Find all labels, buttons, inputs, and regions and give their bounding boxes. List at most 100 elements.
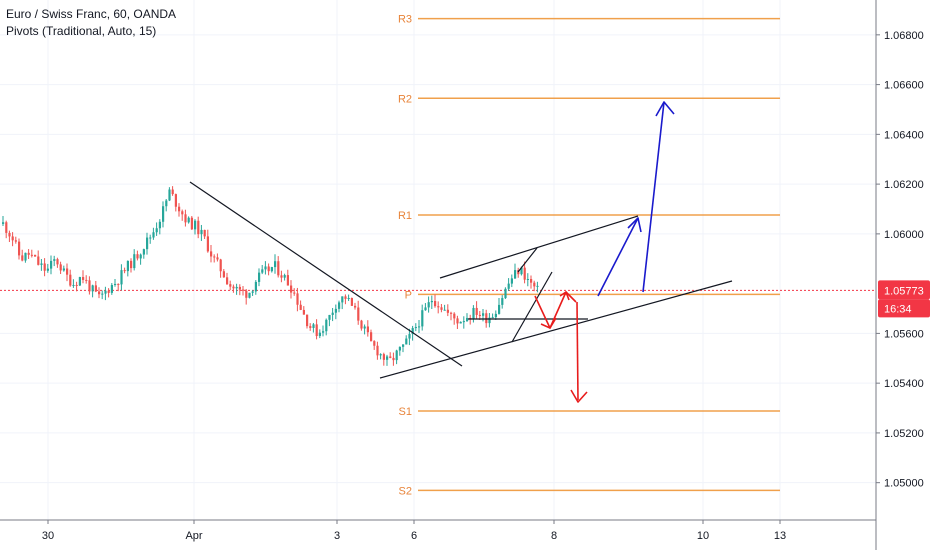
candle-body: [446, 309, 449, 313]
candle-body: [302, 309, 305, 315]
candle-body: [296, 293, 299, 305]
time-tick-label: 8: [551, 530, 557, 542]
candle-body: [251, 291, 254, 293]
candle-body: [37, 256, 40, 265]
pivot-lines: R3 R2 R1 P S1 S2: [398, 14, 780, 497]
candle-body: [165, 200, 168, 207]
pivot-label-r1: R1: [398, 210, 412, 222]
candle-body: [424, 307, 427, 311]
candle-body: [286, 275, 289, 286]
candle-body: [414, 327, 417, 329]
candle-body: [30, 254, 33, 256]
candle-body: [453, 313, 456, 319]
candle-body: [130, 260, 133, 269]
candle-body: [334, 308, 337, 313]
candle-body: [82, 277, 85, 280]
candle-body: [347, 298, 350, 300]
price-tick-label: 1.05200: [884, 428, 924, 440]
price-tick-label: 1.05600: [884, 328, 924, 340]
bearish-zigzag-head: [559, 291, 570, 301]
candle-body: [418, 326, 421, 328]
candle-body: [162, 206, 165, 222]
candle-body: [366, 326, 369, 333]
candle-body: [504, 288, 507, 299]
candle-body: [331, 312, 334, 315]
candle-body: [146, 237, 149, 250]
candle-body: [507, 283, 510, 289]
bullish-arrow-r2-head: [655, 101, 675, 117]
candle-body: [78, 277, 81, 286]
candle-body: [24, 252, 27, 261]
candle-body: [312, 324, 315, 328]
candle-body: [178, 206, 181, 212]
time-tick-label: 6: [411, 530, 417, 542]
candle-body: [389, 356, 392, 358]
candle-body: [110, 284, 113, 293]
candle-body: [72, 284, 75, 286]
time-tick-label: Apr: [185, 530, 202, 542]
bullish-arrow-r2: [642, 101, 665, 293]
candle-body: [350, 298, 353, 306]
candle-body: [328, 314, 331, 320]
candle-body: [309, 326, 312, 328]
candle-body: [181, 211, 184, 215]
candle-body: [139, 254, 142, 259]
candle-body: [472, 307, 475, 319]
candle-body: [430, 300, 433, 303]
symbol-title: Euro / Swiss Franc, 60, OANDA: [6, 7, 177, 21]
candle-body: [523, 267, 526, 280]
candle-body: [101, 293, 104, 295]
candle-body: [338, 302, 341, 309]
candle-body: [5, 222, 8, 233]
candle-body: [235, 286, 238, 289]
candle-body: [69, 274, 72, 286]
candle-body: [264, 266, 267, 270]
last-price-tag: [878, 280, 930, 300]
candle-body: [98, 291, 101, 295]
candle-body: [405, 338, 408, 345]
candle-body: [194, 220, 197, 230]
candle-body: [2, 222, 5, 224]
candle-body: [514, 270, 517, 279]
candle-body: [222, 271, 225, 278]
candle-body: [21, 255, 24, 261]
candle-body: [290, 285, 293, 293]
price-tick-label: 1.06600: [884, 80, 924, 92]
candle-body: [459, 321, 462, 324]
candle-body: [40, 263, 43, 265]
bearish-arrow-s1-head: [570, 389, 588, 403]
bearish-zigzag-head: [540, 317, 557, 329]
candle-body: [325, 319, 328, 332]
candle-body: [184, 214, 187, 223]
candle-body: [421, 310, 424, 327]
drawing-annotations: [189, 101, 733, 403]
candle-body: [229, 284, 232, 287]
candle-body: [18, 241, 21, 256]
candle-body: [437, 306, 440, 308]
candle-body: [50, 260, 53, 269]
candle-body: [133, 254, 136, 269]
bar-countdown: 16:34: [884, 303, 912, 315]
candle-body: [376, 345, 379, 356]
time-tick-label: 10: [697, 530, 709, 542]
candle-body: [11, 236, 14, 241]
candle-body: [411, 328, 414, 335]
price-tick-label: 1.05400: [884, 378, 924, 390]
candle-body: [498, 304, 501, 314]
candle-body: [210, 251, 213, 257]
candle-body: [136, 254, 139, 259]
candle-body: [62, 268, 65, 271]
pivot-label-r2: R2: [398, 93, 412, 105]
candle-body: [34, 254, 37, 257]
candle-body: [293, 292, 296, 294]
candle-body: [43, 263, 46, 271]
time-tick-label: 13: [774, 530, 786, 542]
candle-body: [158, 221, 161, 229]
candle-body: [123, 270, 126, 272]
candle-body: [530, 279, 533, 283]
candle-body: [533, 282, 536, 287]
candle-body: [59, 264, 62, 271]
candle-body: [274, 261, 277, 268]
candle-body: [392, 357, 395, 361]
